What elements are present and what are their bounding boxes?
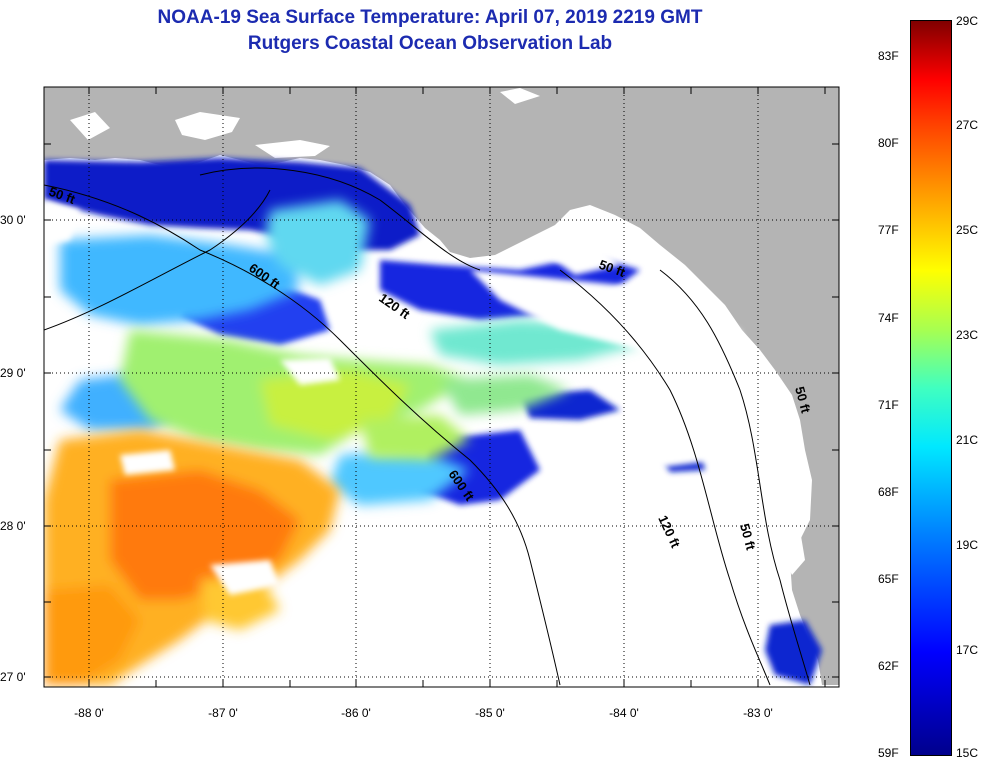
sst-patch-cool [60, 235, 300, 325]
sst-patch-cool [265, 200, 370, 285]
contour-line [44, 184, 561, 686]
contour-label: 50 ft [792, 385, 814, 415]
x-tick-label: -85 0' [475, 706, 505, 720]
cloud-gap [210, 560, 280, 595]
x-tick-label: -88 0' [74, 706, 104, 720]
colorbar-c-label: 19C [956, 538, 979, 552]
cloud-gap [280, 358, 340, 385]
x-tick-label: -86 0' [341, 706, 371, 720]
y-tick-label: 27 0' [0, 670, 26, 684]
colorbar-c-label: 15C [956, 746, 979, 760]
temperature-colorbar [910, 20, 952, 756]
bay-water [255, 140, 330, 158]
map-frame [43, 86, 840, 688]
y-tick-label: 28 0' [0, 519, 26, 533]
colorbar-f-label: 77F [878, 223, 899, 237]
contour-line [44, 189, 271, 331]
bay-water [175, 112, 240, 140]
map-title: NOAA-19 Sea Surface Temperature: April 0… [157, 7, 703, 28]
bay-water [500, 88, 540, 104]
colorbar-f-label: 59F [878, 746, 899, 760]
x-tick-label: -87 0' [208, 706, 238, 720]
cloud-gap [540, 245, 620, 275]
sst-patch-cold [765, 620, 822, 685]
bay-water [70, 112, 110, 140]
colorbar-f-label: 74F [878, 311, 899, 325]
colorbar-c-label: 25C [956, 223, 979, 237]
sst-patch-mild [360, 415, 470, 460]
cloud-gap [44, 200, 80, 245]
contour-line [659, 269, 811, 686]
x-tick-label: -83 0' [743, 706, 773, 720]
colorbar-c-label: 27C [956, 118, 979, 132]
contour-line [199, 167, 481, 271]
sst-patch-warm [44, 585, 140, 685]
colorbar-c-label: 21C [956, 433, 979, 447]
cloud-gap [300, 520, 560, 685]
sst-patch-cool [330, 450, 470, 505]
colorbar-c-label: 23C [956, 328, 979, 342]
cloud-gap [470, 270, 760, 470]
contour-line [559, 269, 771, 686]
colorbar-f-label: 71F [878, 398, 899, 412]
x-tick-label: -84 0' [609, 706, 639, 720]
land-mass [44, 87, 839, 685]
colorbar-f-label: 68F [878, 485, 899, 499]
y-tick-label: 29 0' [0, 366, 26, 380]
map-subtitle: Rutgers Coastal Ocean Observation Lab [247, 33, 613, 54]
colorbar-c-label: 29C [956, 14, 979, 28]
y-tick-label: 30 0' [0, 213, 26, 227]
colorbar-f-label: 83F [878, 49, 899, 63]
colorbar-f-label: 65F [878, 572, 899, 586]
colorbar-c-label: 17C [956, 643, 979, 657]
cloud-gap [120, 450, 175, 475]
contour-label: 50 ft [737, 522, 759, 552]
colorbar-f-label: 80F [878, 136, 899, 150]
bay-water [782, 520, 805, 575]
colorbar-f-label: 62F [878, 659, 899, 673]
sst-patch-mild [440, 375, 570, 415]
